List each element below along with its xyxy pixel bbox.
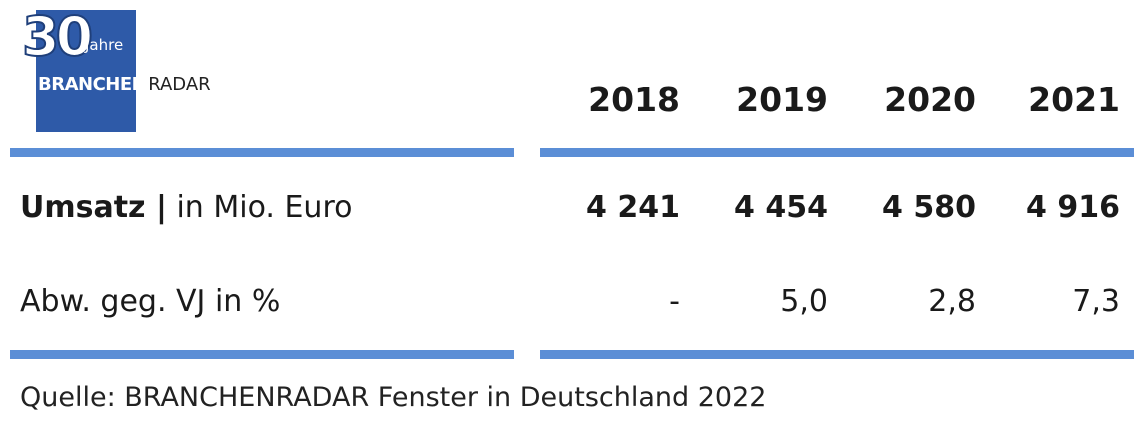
row-label-abweichung: Abw. geg. VJ in % xyxy=(20,284,281,319)
abweichung-value-2019: 5,0 xyxy=(780,284,828,319)
year-header-2020: 2020 xyxy=(884,80,976,119)
logo-word-bold: BRANCHEN xyxy=(38,74,147,95)
logo-word-regular: RADAR xyxy=(146,74,213,95)
bottom-rule-right xyxy=(540,350,1134,359)
year-header-2018: 2018 xyxy=(588,80,680,119)
abweichung-value-2021: 7,3 xyxy=(1072,284,1120,319)
row-label-umsatz-bold: Umsatz | xyxy=(20,190,167,225)
branchenradar-logo: 30 Jahre BRANCHEN RADAR xyxy=(21,9,213,132)
top-rule-right xyxy=(540,148,1134,157)
year-header-2019: 2019 xyxy=(736,80,828,119)
row-label-umsatz-unit: in Mio. Euro xyxy=(166,190,353,225)
umsatz-value-2020: 4 580 xyxy=(882,190,976,225)
abweichung-value-2020: 2,8 xyxy=(928,284,976,319)
umsatz-value-2018: 4 241 xyxy=(586,190,680,225)
umsatz-value-2019: 4 454 xyxy=(734,190,828,225)
logo-number: 30 xyxy=(21,5,94,68)
abweichung-value-2018: - xyxy=(669,284,680,319)
row-label-umsatz: Umsatz | in Mio. Euro xyxy=(20,190,352,225)
umsatz-value-2021: 4 916 xyxy=(1026,190,1120,225)
source-note: Quelle: BRANCHENRADAR Fenster in Deutsch… xyxy=(20,382,767,413)
top-rule-left xyxy=(10,148,514,157)
logo-wordmark: BRANCHEN RADAR xyxy=(38,74,213,96)
year-header-2021: 2021 xyxy=(1028,80,1120,119)
logo-jahre: Jahre xyxy=(85,36,124,54)
bottom-rule-left xyxy=(10,350,514,359)
